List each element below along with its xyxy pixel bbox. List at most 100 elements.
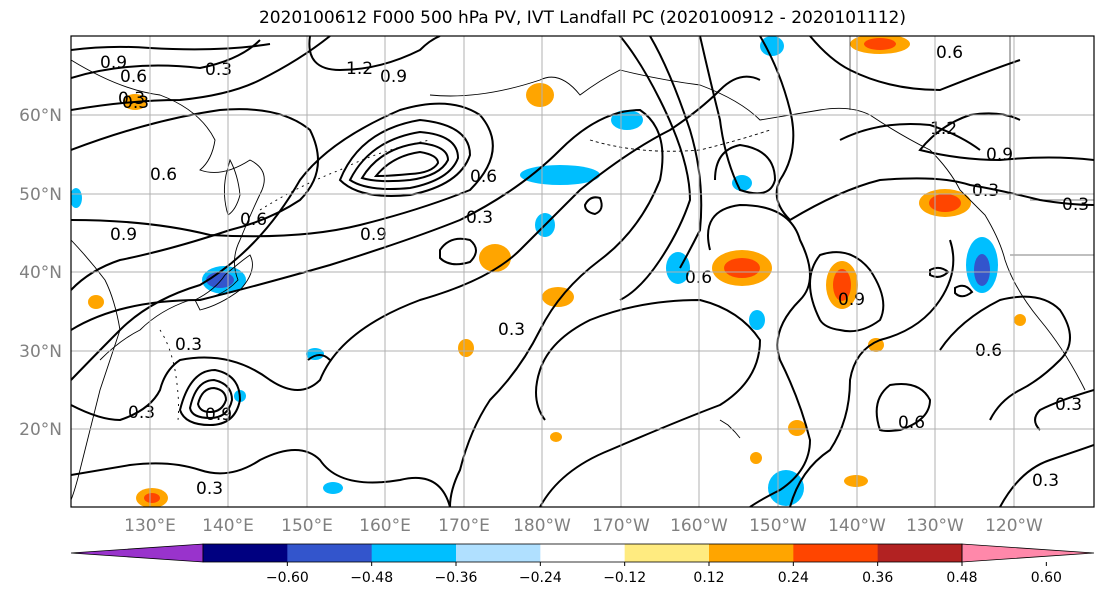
colorbar-segment <box>793 544 879 562</box>
pv-contour <box>373 150 440 178</box>
pv-contour <box>71 108 319 291</box>
colorbar-tick-label: 0.36 <box>862 570 893 586</box>
lon-label: 130°W <box>906 516 964 536</box>
contour-label: 0.9 <box>205 405 232 425</box>
colorbar-segment <box>624 544 710 562</box>
colorbar-tick-label: 0.48 <box>946 570 977 586</box>
lat-label: 20°N <box>19 420 62 440</box>
positive-anomaly <box>479 244 511 272</box>
lon-label: 160°E <box>359 516 411 536</box>
positive-anomaly <box>550 432 562 442</box>
lat-label: 60°N <box>19 106 62 126</box>
pv-contour <box>71 36 331 111</box>
asia-coast <box>71 59 265 361</box>
contour-label: 1.2 <box>346 59 373 79</box>
longitude-labels: 130°E 140°E 150°E 160°E 170°E 180°W 170°… <box>124 516 1043 536</box>
colorbar-segment <box>287 544 373 562</box>
lon-label: 140°E <box>202 516 254 536</box>
pv-contour <box>338 118 472 197</box>
contour-label: 0.6 <box>120 67 147 87</box>
latitude-labels: 60°N 50°N 40°N 30°N 20°N <box>19 106 62 440</box>
contour-label: 0.9 <box>986 145 1013 165</box>
pv-contour <box>196 386 228 414</box>
positive-anomaly <box>526 83 554 107</box>
map-title: 2020100612 F000 500 hPa PV, IVT Landfall… <box>258 8 906 28</box>
negative-anomaly <box>974 254 990 286</box>
pacific-islands <box>159 329 180 421</box>
contour-label: 0.3 <box>1062 195 1089 215</box>
colorbar: −0.60 −0.48 −0.36 −0.24 −0.12 0.12 0.24 0.36 0.4… <box>70 543 1095 586</box>
pv-contour <box>809 36 1021 92</box>
contour-label: 0.3 <box>175 335 202 355</box>
contour-label: 0.3 <box>196 479 223 499</box>
pv-contour <box>619 36 692 301</box>
contour-label: 0.9 <box>110 225 137 245</box>
pv-contour <box>71 75 761 422</box>
gridlines <box>71 36 1094 507</box>
contour-label: 0.9 <box>838 290 865 310</box>
contour-label: 0.9 <box>100 53 127 73</box>
colorbar-tick-label: 0.24 <box>778 570 809 586</box>
lon-label: 160°W <box>670 516 728 536</box>
positive-anomaly <box>458 339 474 357</box>
contour-label: 0.3 <box>118 89 145 109</box>
lon-label: 150°E <box>281 516 333 536</box>
negative-anomaly <box>323 482 343 494</box>
pv-contour <box>789 239 955 507</box>
pv-contour <box>759 36 1094 222</box>
contour-label: 0.6 <box>470 167 497 187</box>
lon-label: 140°W <box>828 516 886 536</box>
negative-anomaly <box>71 188 82 208</box>
positive-anomaly <box>144 493 160 503</box>
pv-contour <box>439 237 477 266</box>
colorbar-tick-label: −0.36 <box>435 570 478 586</box>
colorbar-extend-high <box>961 543 1095 563</box>
negative-anomaly <box>732 175 752 191</box>
negative-anomaly <box>520 165 600 185</box>
lon-label: 130°E <box>124 516 176 536</box>
china-coast <box>71 239 121 501</box>
pv-contour <box>71 102 494 381</box>
positive-anomaly <box>750 452 762 464</box>
colorbar-segment <box>709 544 794 562</box>
colorbar-tick-label: −0.48 <box>350 570 393 586</box>
contour-label: 0.3 <box>972 181 999 201</box>
pv-contour <box>188 378 234 420</box>
contour-label: 0.3 <box>466 208 493 228</box>
borders <box>849 36 1094 256</box>
map-plot-area: 0.9 0.6 0.3 1.2 0.9 0.3 0.6 0.9 0.6 0.9 … <box>71 36 1094 507</box>
pv-contour <box>535 298 762 507</box>
contour-label: 0.3 <box>205 60 232 80</box>
lon-label: 170°W <box>592 516 650 536</box>
pv-contour <box>71 108 664 507</box>
lon-label: 170°E <box>438 516 490 536</box>
contour-label: 0.3 <box>122 93 149 113</box>
pv-contour <box>360 141 450 183</box>
colorbar-tick-label: 0.60 <box>1031 570 1062 586</box>
positive-anomaly <box>929 194 961 212</box>
positive-anomaly <box>868 338 884 352</box>
colorbar-segment <box>203 544 288 562</box>
contour-label: 0.3 <box>1055 395 1082 415</box>
pv-contour <box>308 36 441 72</box>
pv-contour <box>71 449 451 507</box>
colorbar-tick-label: −0.12 <box>603 570 646 586</box>
contour-labels: 0.9 0.6 0.3 1.2 0.9 0.3 0.6 0.9 0.6 0.9 … <box>100 43 1089 499</box>
colorbar-segment <box>456 544 541 562</box>
contour-label: 0.6 <box>936 43 963 63</box>
colorbar-segment <box>371 544 457 562</box>
lon-label: 120°W <box>985 516 1043 536</box>
negative-anomaly <box>206 272 234 288</box>
colorbar-tick-label: −0.60 <box>266 570 309 586</box>
lon-label: 180°W <box>513 516 571 536</box>
positive-anomaly <box>88 295 104 309</box>
positive-anomaly <box>833 269 851 301</box>
japan-island <box>194 254 253 311</box>
contour-label: 0.9 <box>380 67 407 87</box>
aleutian-islands <box>589 129 771 152</box>
pv-contour <box>809 251 885 333</box>
positive-anomaly <box>542 287 574 307</box>
coastlines <box>71 36 1094 501</box>
lat-label: 50°N <box>19 185 62 205</box>
